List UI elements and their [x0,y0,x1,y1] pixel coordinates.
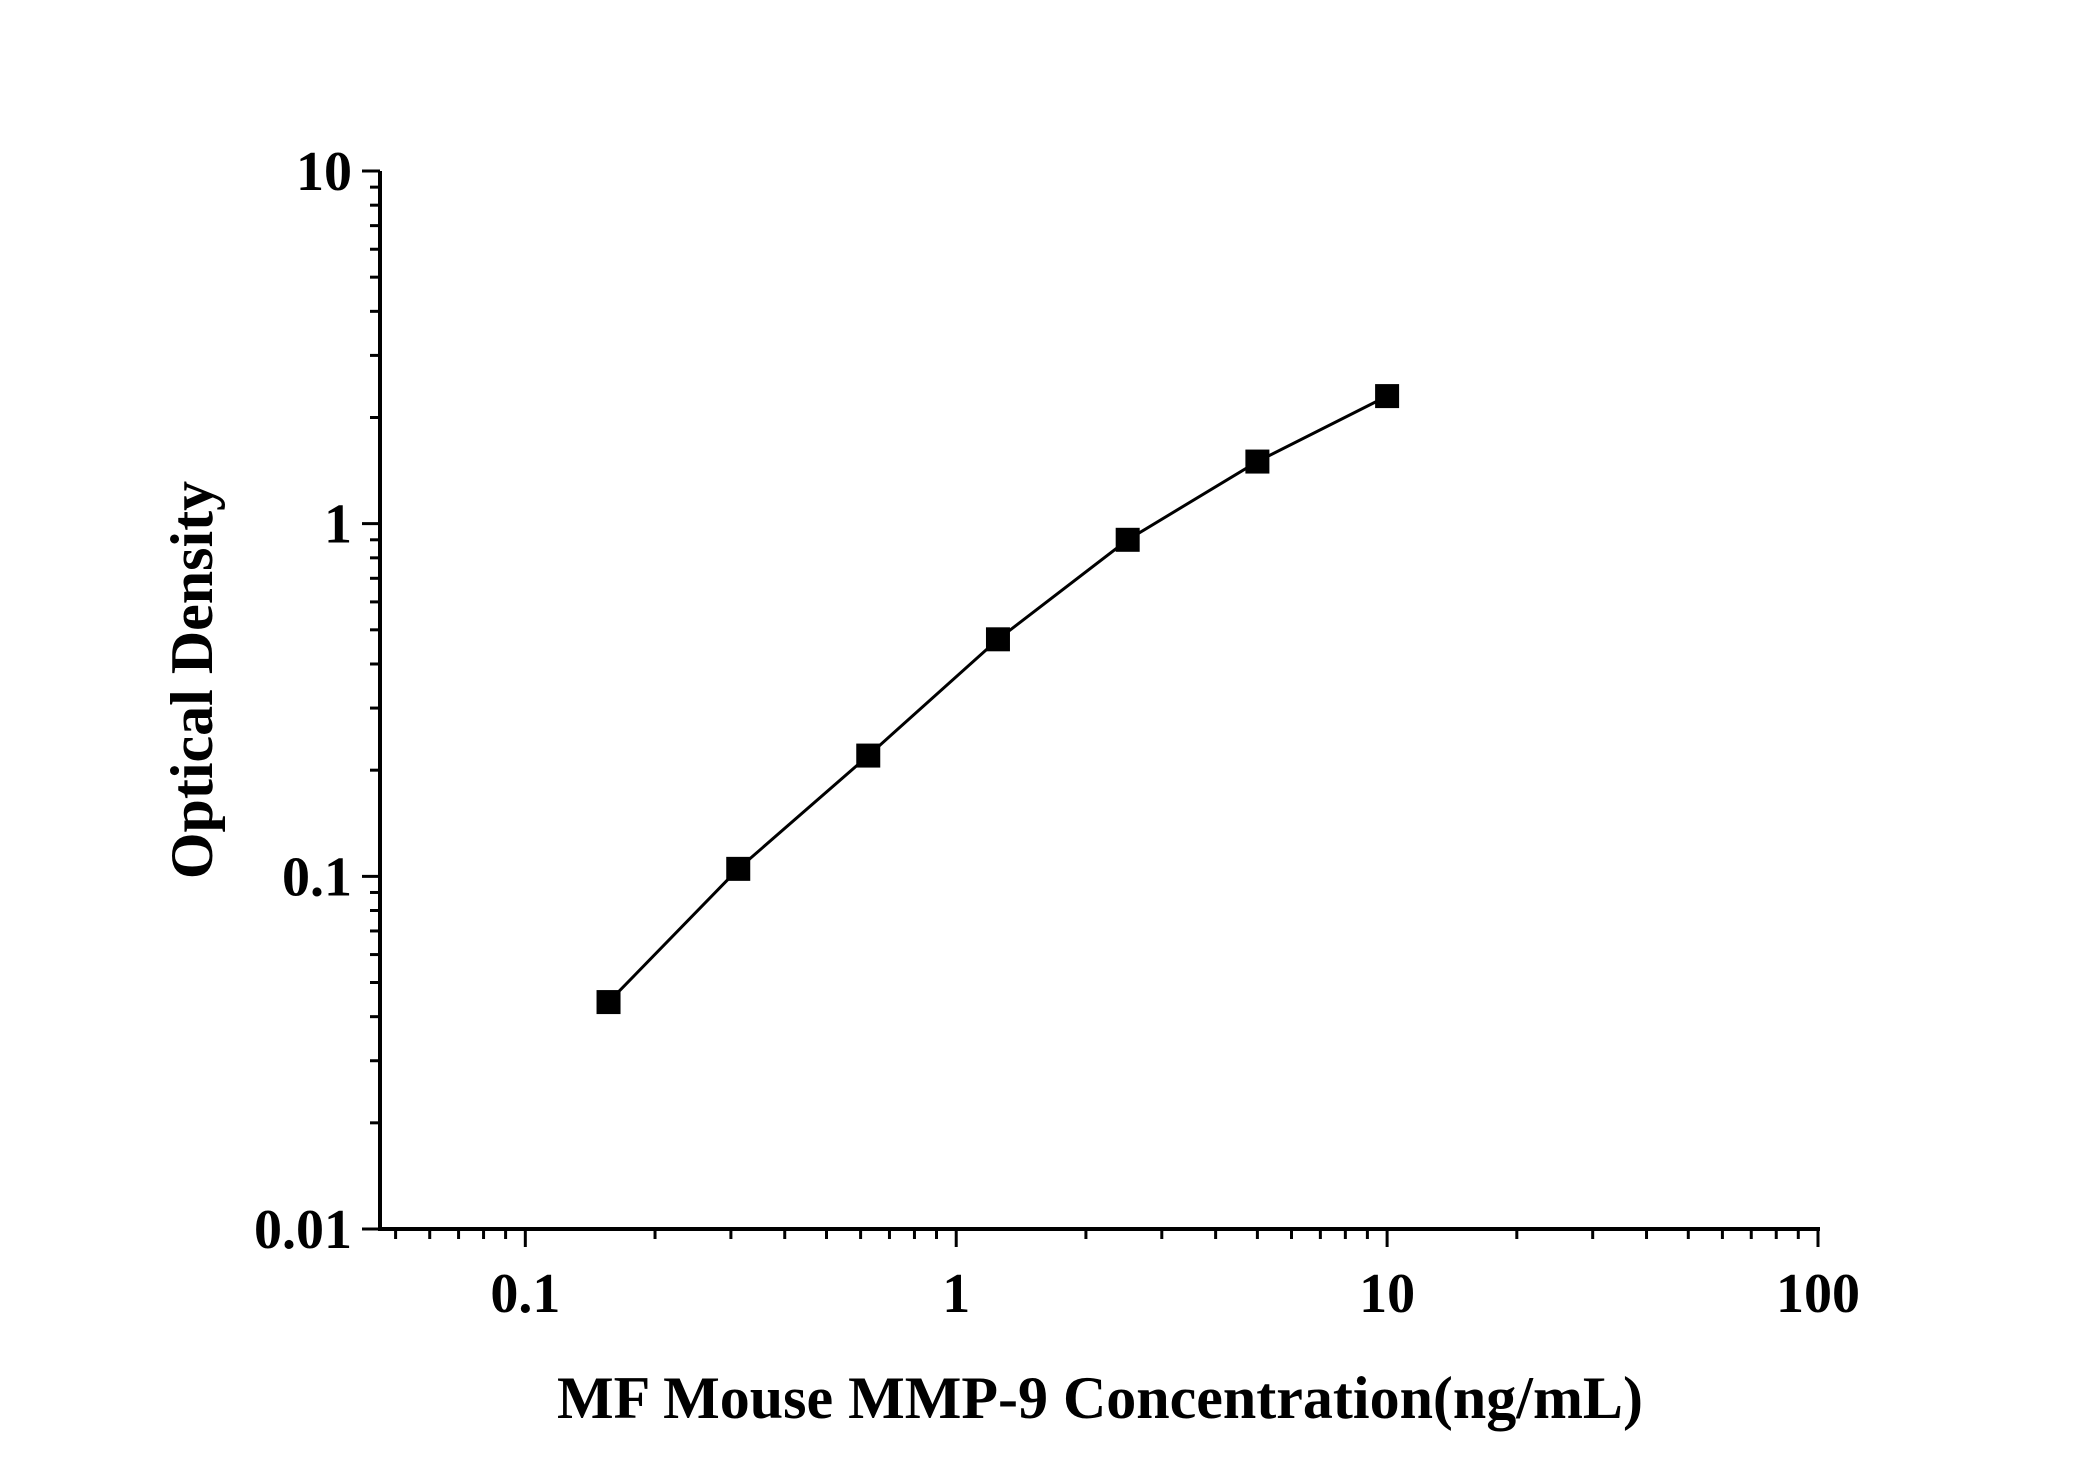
x-tick-label: 0.1 [490,1263,560,1325]
data-point [1115,527,1140,552]
y-tick-label: 1 [324,494,352,556]
y-axis-title: Optical Density [159,481,225,879]
y-tick-label: 0.1 [282,846,352,908]
data-point [1245,449,1270,474]
series-line [607,394,1388,1004]
axes [378,171,1820,1231]
ticks [362,169,1820,1247]
data-point [726,856,751,881]
x-axis-title: MF Mouse MMP-9 Concentration(ng/mL) [557,1365,1643,1431]
data-point [1375,384,1400,409]
tick-labels: 0.01 0.1 1 10 0.1 1 10 100 [254,141,1860,1325]
y-tick-label: 10 [296,141,352,203]
series [596,384,1400,1015]
data-point [985,627,1010,652]
x-tick-label: 100 [1776,1263,1860,1325]
data-point [856,743,881,768]
x-tick-label: 10 [1359,1263,1415,1325]
data-point [596,990,621,1015]
y-tick-label: 0.01 [254,1199,352,1261]
x-tick-label: 1 [942,1263,970,1325]
